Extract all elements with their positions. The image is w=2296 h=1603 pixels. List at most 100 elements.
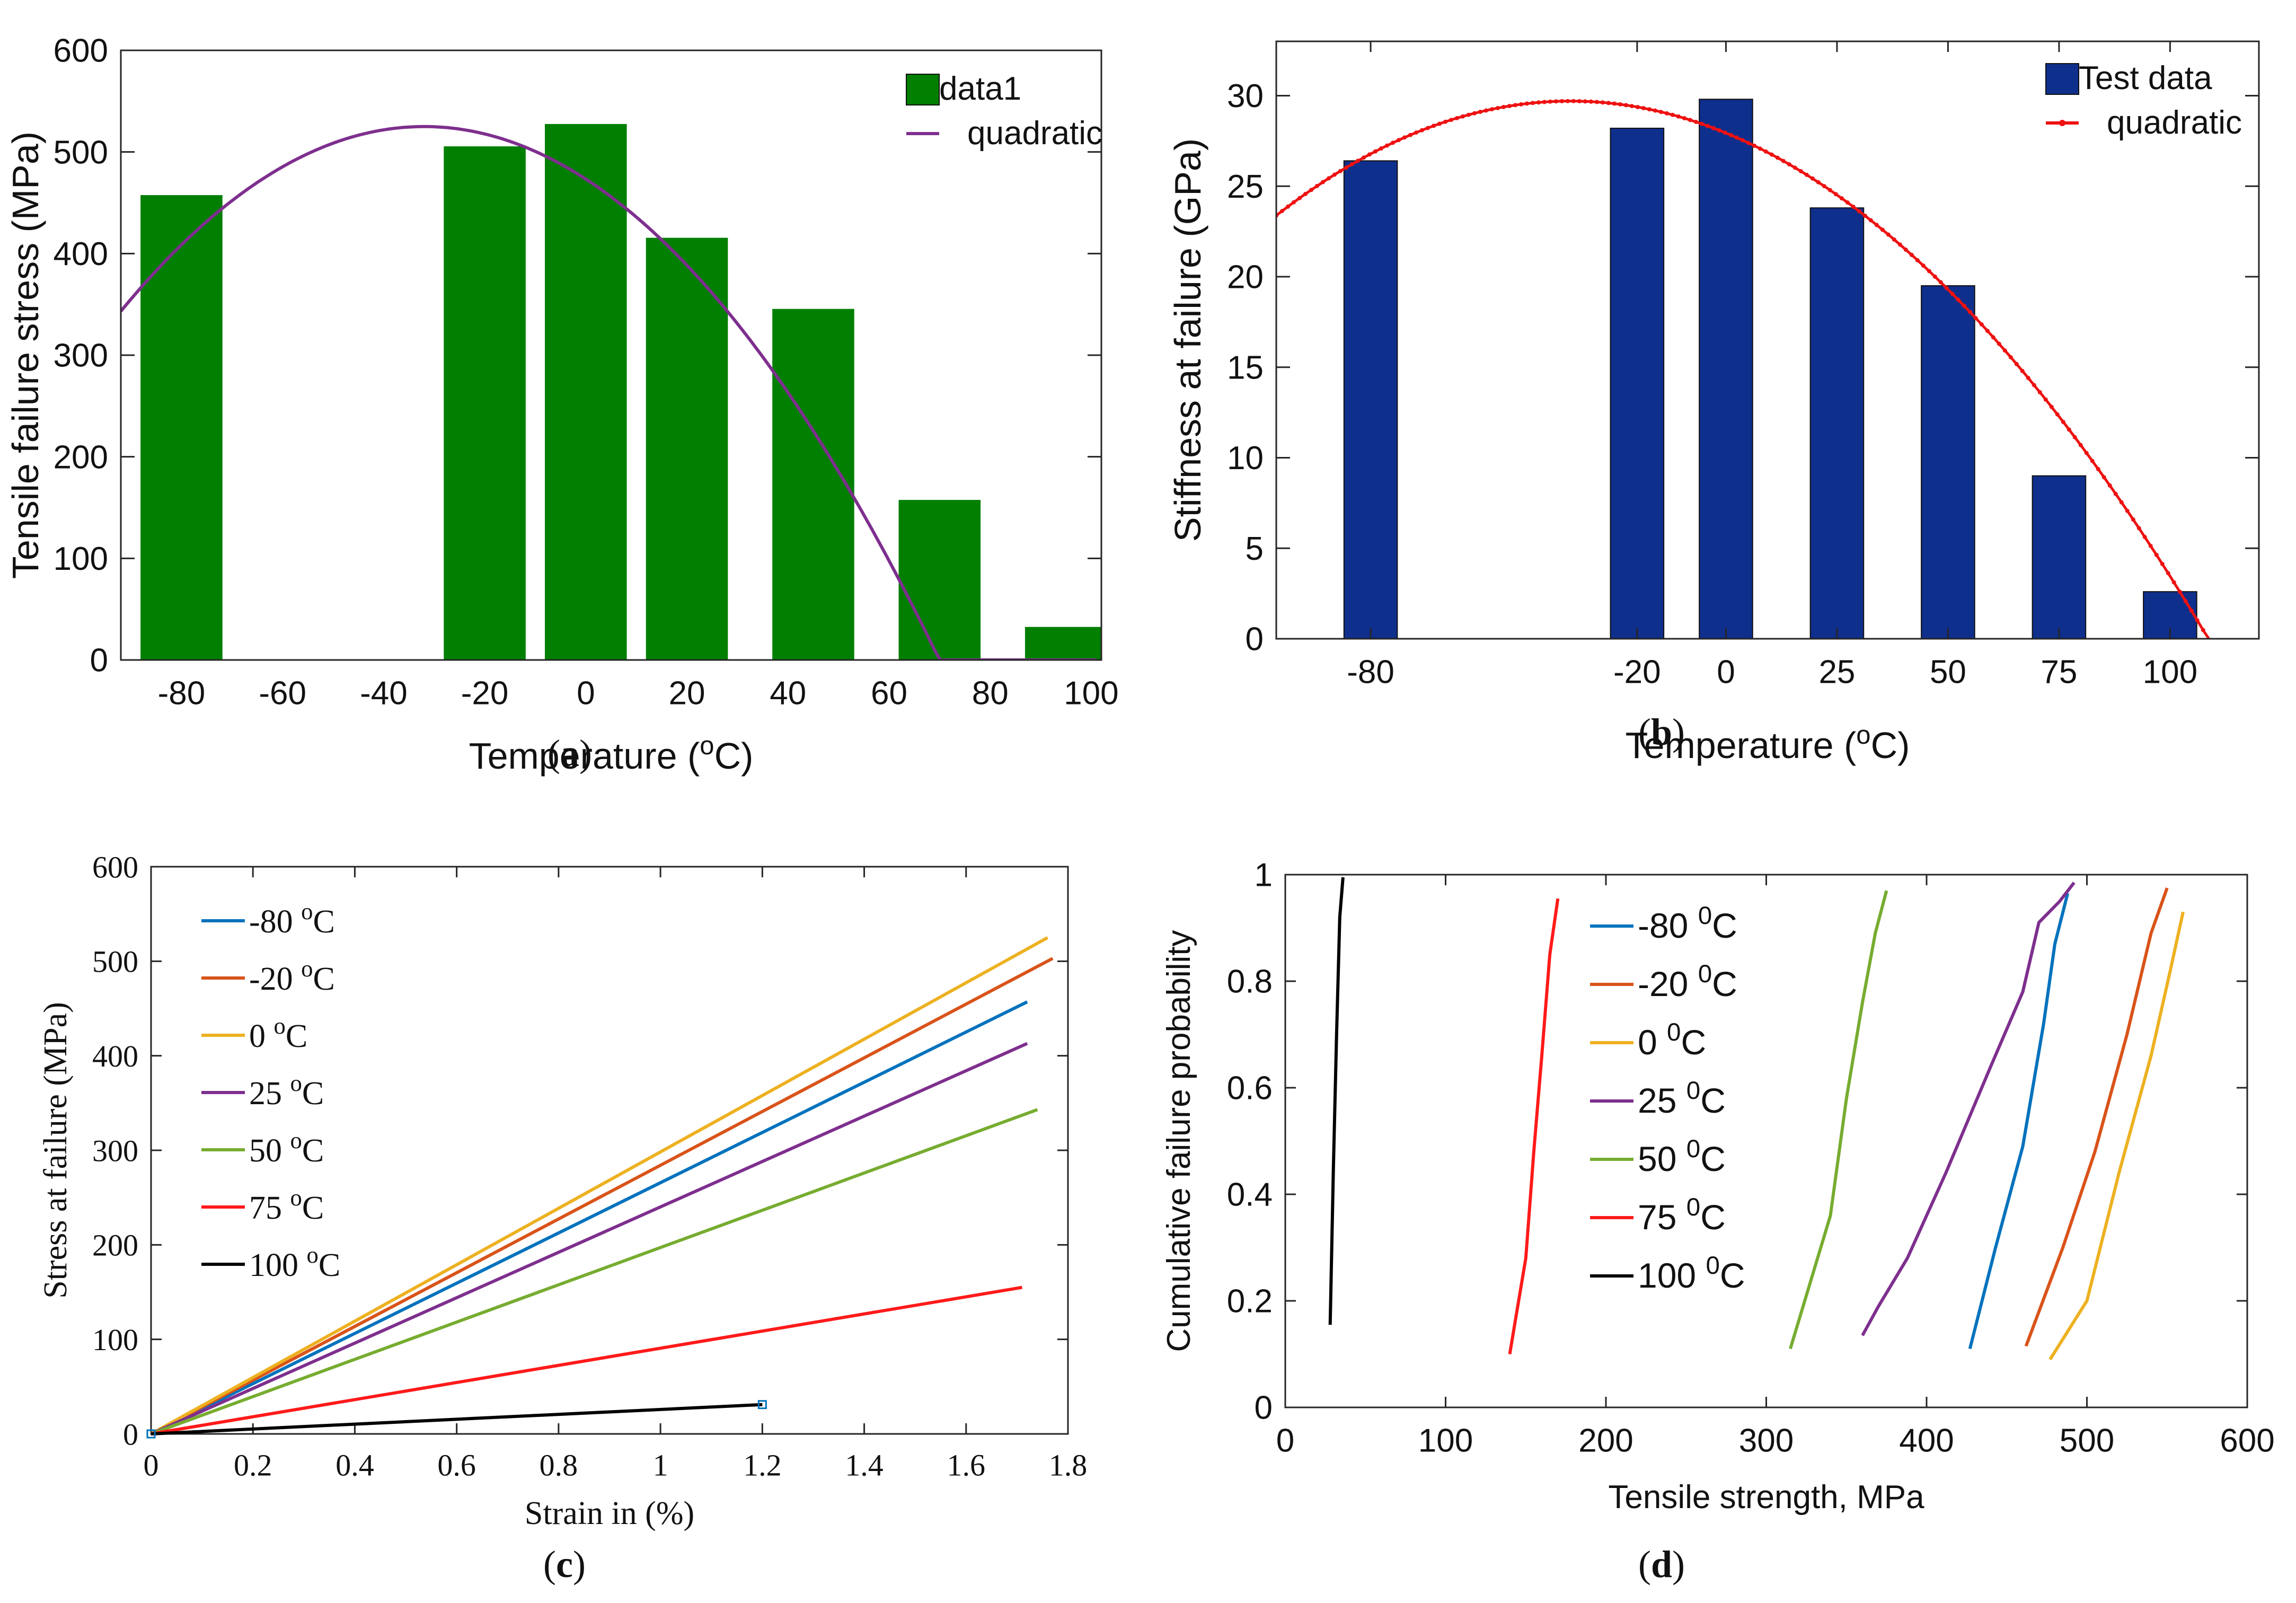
fit-marker-b <box>1431 124 1436 128</box>
bar-a--20 <box>444 146 526 660</box>
fit-marker-b <box>1991 335 1995 340</box>
series-line-d-5 <box>1508 898 1560 1354</box>
series-line-d-6 <box>1328 877 1345 1325</box>
chart-panel-c: 0 100 200 300 400 500 600 0 0.2 0.4 0.6 0.8 1 1.2 1.4 1… <box>38 850 1087 1531</box>
x-tick-label-a: 80 <box>972 675 1009 712</box>
fit-marker-b <box>1577 99 1582 103</box>
x-tick-label-b: 50 <box>1930 654 1966 691</box>
fit-marker-b <box>2061 419 2065 424</box>
bars-a <box>121 124 1101 660</box>
fit-marker-b <box>1839 196 1844 201</box>
fit-marker-b <box>1787 162 1791 166</box>
series-line-c-3 <box>150 1042 1028 1435</box>
fit-marker-b <box>1892 237 1896 242</box>
fit-marker-b <box>1717 128 1721 133</box>
fit-curve-a <box>121 125 1097 660</box>
fit-marker-b <box>1746 140 1751 145</box>
fit-marker-b <box>2125 508 2130 513</box>
fit-marker-b <box>2096 466 2100 471</box>
fit-marker-b <box>1419 128 1424 133</box>
fit-marker-b <box>1973 316 1978 321</box>
y-tick-label-d: 0.8 <box>1227 964 1273 1000</box>
series-end-marker-c <box>757 1400 767 1410</box>
legend-label-d-6: 100 0C <box>1638 1252 1745 1296</box>
x-tick-label-b: 0 <box>1717 654 1735 691</box>
bar-a-25 <box>646 237 728 660</box>
fit-marker-b <box>2037 390 2042 395</box>
fit-marker-b <box>1997 341 2001 346</box>
series-start-marker-c <box>146 1429 156 1439</box>
fit-marker-b <box>1775 155 1780 160</box>
x-tick-label-c: 1.6 <box>947 1448 986 1482</box>
fit-marker-b <box>2026 376 2030 381</box>
fit-marker-b <box>1501 104 1506 109</box>
y-tick-label-c: 500 <box>92 945 138 979</box>
fit-marker-b <box>1344 165 1348 170</box>
y-tick-label-a: 500 <box>54 134 108 171</box>
fit-marker-b <box>2008 355 2013 359</box>
fit-marker-b <box>1781 158 1786 163</box>
legend-label-fit-a: quadratic <box>967 115 1102 152</box>
fit-marker-b <box>1338 169 1343 173</box>
y-tick-label-d: 0.4 <box>1227 1177 1273 1213</box>
y-tick-label-d: 0 <box>1255 1390 1273 1426</box>
fit-marker-b <box>1414 130 1418 135</box>
fit-marker-b <box>1647 107 1652 112</box>
y-tick-label-c: 300 <box>92 1133 138 1168</box>
fit-marker-b <box>1711 126 1716 130</box>
legend-marker-fit-b <box>2059 120 2065 126</box>
fit-marker-b <box>1944 286 1949 290</box>
fit-marker-b <box>1600 100 1605 105</box>
fit-marker-b <box>1390 140 1395 145</box>
fit-marker-b <box>1676 114 1681 119</box>
plot-frame-d <box>1284 874 2248 1408</box>
plot-frame-b <box>1275 40 2260 640</box>
fit-marker-b <box>1279 209 1284 214</box>
fit-marker-b <box>2171 580 2176 585</box>
fit-marker-b <box>2119 500 2124 505</box>
fit-marker-b <box>2002 348 2007 353</box>
y-tick-label-b: 10 <box>1227 440 1264 477</box>
fit-marker-b <box>2078 443 2083 447</box>
x-tick-label-d: 200 <box>1578 1423 1633 1459</box>
legend-label-bar-b: Test data <box>2079 60 2212 96</box>
series-line-c-1 <box>150 957 1054 1435</box>
fit-marker-b <box>1932 274 1937 279</box>
fit-marker-b <box>1623 103 1628 108</box>
fit-marker-b <box>1641 105 1646 110</box>
fit-marker-b <box>1402 135 1407 140</box>
fit-marker-b <box>1408 133 1412 137</box>
legend-label-c-4: 50 oC <box>249 1127 324 1169</box>
fit-marker-b <box>1326 176 1331 181</box>
fit-marker-b <box>1297 196 1302 200</box>
fit-marker-b <box>1664 111 1669 116</box>
x-tick-label-a: 20 <box>669 675 705 712</box>
bar-a-100 <box>1025 627 1101 660</box>
fit-marker-b <box>1705 124 1710 128</box>
fit-marker-b <box>1367 152 1372 157</box>
fit-marker-b <box>1868 218 1873 223</box>
x-tick-label-d: 300 <box>1739 1423 1794 1459</box>
fit-marker-b <box>1489 107 1494 112</box>
fit-marker-b <box>1524 101 1529 106</box>
fit-marker-b <box>1449 118 1453 122</box>
x-tick-label-c: 0.2 <box>234 1448 272 1482</box>
fit-marker-b <box>2201 628 2205 632</box>
fit-marker-b <box>2101 475 2106 480</box>
fit-marker-b <box>1921 263 1926 268</box>
fit-marker-b <box>1728 133 1733 137</box>
x-tick-label-b: 100 <box>2143 654 2197 691</box>
fit-marker-b <box>1559 99 1564 103</box>
series-line-d-2 <box>2048 911 2185 1361</box>
legend-label-c-1: -20 oC <box>249 955 335 997</box>
x-axis-title-b: Temperature (oC) <box>1626 721 1910 766</box>
fit-marker-b <box>1734 135 1739 140</box>
fit-marker-b <box>1804 172 1809 177</box>
y-tick-label-a: 0 <box>90 642 108 679</box>
fit-marker-b <box>1769 152 1774 157</box>
legend-d: -80 0C -20 0C 0 0C 25 0C 50 0C 75 0C 100 0C <box>1590 902 1745 1296</box>
fit-marker-b <box>1460 114 1465 119</box>
fit-marker-b <box>1612 101 1617 106</box>
fit-marker-b <box>1548 99 1552 104</box>
fit-marker-b <box>1699 121 1704 126</box>
